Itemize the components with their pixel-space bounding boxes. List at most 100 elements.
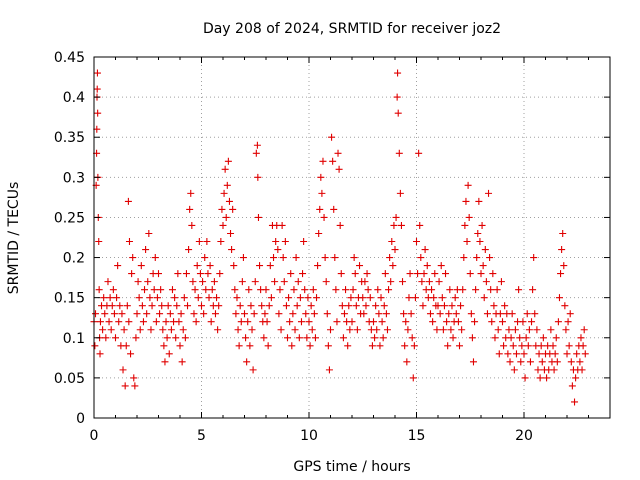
data-point [520, 350, 528, 358]
data-point [228, 246, 236, 254]
data-point [205, 294, 213, 302]
data-point [445, 310, 453, 318]
data-point [302, 310, 310, 318]
data-point [415, 149, 423, 157]
data-point [92, 310, 100, 318]
data-point [276, 286, 284, 294]
data-point [333, 318, 341, 326]
data-point [109, 286, 117, 294]
y-tick-label: 0.2 [63, 251, 85, 267]
data-point [331, 254, 339, 262]
data-point [524, 342, 532, 350]
y-tick-label: 0.15 [54, 291, 85, 307]
data-point [504, 350, 512, 358]
data-point [431, 270, 439, 278]
data-point [526, 358, 534, 366]
data-point [231, 286, 239, 294]
data-point [387, 278, 395, 286]
data-point [99, 326, 107, 334]
data-point [238, 278, 246, 286]
data-point [320, 213, 328, 221]
data-point [458, 326, 466, 334]
data-point [241, 310, 248, 318]
data-point [374, 286, 382, 294]
data-point [176, 342, 184, 350]
data-point [403, 358, 411, 366]
data-point [129, 254, 137, 262]
y-tick-label: 0.4 [63, 90, 85, 106]
data-point [554, 318, 562, 326]
data-point [93, 85, 101, 93]
data-point [309, 286, 317, 294]
data-point [317, 173, 325, 181]
data-point [188, 221, 196, 229]
data-point [227, 229, 235, 237]
data-point [214, 326, 222, 334]
data-point [114, 262, 122, 270]
data-point [274, 246, 282, 254]
data-point [543, 374, 551, 382]
data-point [221, 165, 229, 173]
data-point [351, 270, 359, 278]
x-tick-label: 15 [408, 428, 426, 444]
data-point [483, 310, 491, 318]
data-point [397, 221, 405, 229]
data-point [571, 398, 579, 406]
data-point [411, 294, 419, 302]
data-point [451, 294, 459, 302]
data-point [429, 318, 437, 326]
data-point [500, 342, 508, 350]
data-point [323, 310, 331, 318]
data-point [144, 278, 152, 286]
data-point [225, 197, 233, 205]
data-point [339, 334, 347, 342]
data-point [480, 294, 488, 302]
data-point [204, 270, 212, 278]
y-tick-label: 0.05 [54, 371, 85, 387]
data-point [404, 326, 412, 334]
data-point [471, 318, 479, 326]
data-point [342, 286, 350, 294]
data-point [253, 141, 261, 149]
data-point [437, 262, 445, 270]
data-point [547, 326, 555, 334]
data-point [267, 294, 275, 302]
data-point [580, 326, 588, 334]
data-point [185, 246, 193, 254]
data-point [272, 238, 280, 246]
data-point [340, 310, 348, 318]
data-point [125, 318, 133, 326]
y-tick-labels: 0 0.05 0.1 0.15 0.2 0.25 0.3 0.35 0.4 0.45 [54, 50, 85, 427]
data-point [467, 310, 475, 318]
data-point [305, 318, 313, 326]
data-point [232, 310, 240, 318]
data-point [313, 294, 321, 302]
data-point [106, 294, 114, 302]
data-point [173, 302, 181, 310]
data-point [426, 310, 434, 318]
data-point [266, 262, 274, 270]
data-point [394, 109, 402, 117]
data-point [485, 189, 493, 197]
data-point [454, 318, 462, 326]
data-point [330, 205, 338, 213]
data-point [279, 254, 287, 262]
data-point [452, 310, 460, 318]
data-point [510, 366, 518, 374]
data-point [155, 270, 162, 278]
data-point [177, 310, 185, 318]
data-point [311, 334, 319, 342]
data-point [525, 326, 533, 334]
data-point [133, 310, 141, 318]
data-point [284, 334, 291, 342]
data-point [327, 326, 334, 334]
data-point [501, 302, 509, 310]
data-point [371, 334, 379, 342]
data-point [419, 302, 427, 310]
data-point [463, 238, 471, 246]
data-point [217, 238, 225, 246]
data-point [101, 310, 109, 318]
data-point [110, 310, 118, 318]
data-point [493, 286, 501, 294]
data-point [189, 278, 197, 286]
